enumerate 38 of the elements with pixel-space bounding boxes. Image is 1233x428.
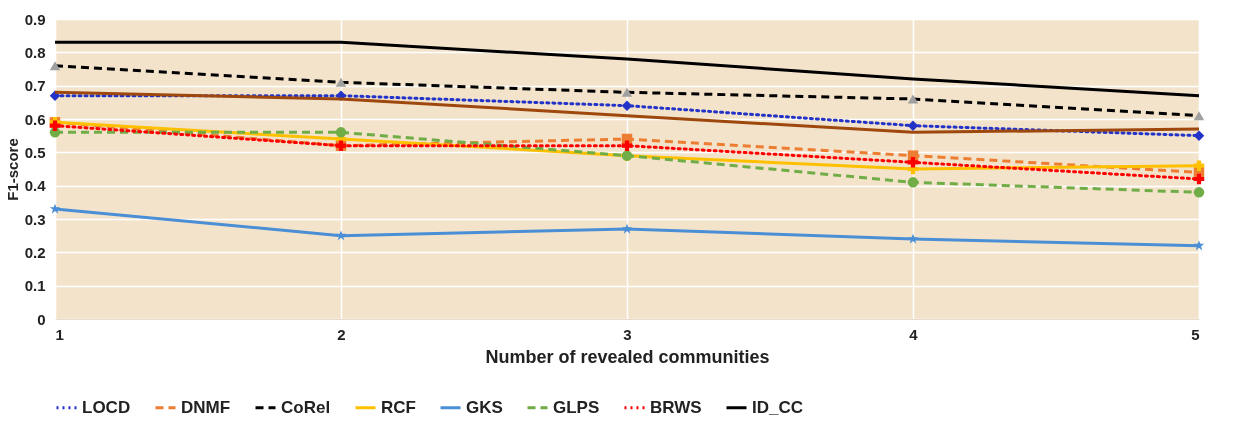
y-tick-label: 0.6	[24, 110, 46, 128]
x-axis-title: Number of revealed communities	[485, 346, 770, 367]
y-tick-label: 0.2	[24, 243, 46, 261]
legend-label: GLPS	[553, 397, 600, 417]
point	[907, 120, 919, 131]
legend-label: CoRel	[281, 397, 331, 417]
point	[335, 127, 347, 138]
x-tick-label: 3	[623, 325, 632, 343]
point	[907, 233, 919, 244]
point	[1193, 173, 1205, 185]
y-tick-label: 0	[37, 310, 46, 328]
point	[621, 100, 633, 111]
x-tick-label: 1	[55, 325, 64, 343]
legend-label: ID_CC	[752, 397, 804, 417]
y-tick-label: 0.9	[24, 10, 46, 28]
point	[1193, 160, 1205, 171]
legend-label: BRWS	[650, 397, 702, 417]
line-series	[53, 40, 1201, 98]
y-tick-label: 0.7	[24, 77, 46, 95]
point	[621, 140, 633, 151]
legend-label: LOCD	[82, 397, 131, 417]
y-tick-label: 0.4	[24, 177, 47, 195]
legend-label: RCF	[381, 397, 416, 417]
point	[621, 223, 633, 234]
point	[49, 203, 61, 214]
y-axis-title: F1-score	[3, 138, 21, 201]
point	[907, 177, 919, 188]
point	[1193, 187, 1205, 198]
legend-label: GKS	[466, 397, 503, 417]
legend-label: DNMF	[181, 397, 231, 417]
x-tick-label: 2	[337, 325, 346, 343]
y-tick-label: 0.3	[24, 210, 46, 228]
x-tick-label: 4	[909, 325, 919, 343]
point	[907, 157, 919, 168]
y-tick-label: 0.5	[24, 143, 46, 161]
y-tick-label: 0.1	[24, 277, 46, 295]
x-tick-label: 5	[1191, 325, 1200, 343]
y-tick-label: 0.8	[24, 43, 46, 61]
